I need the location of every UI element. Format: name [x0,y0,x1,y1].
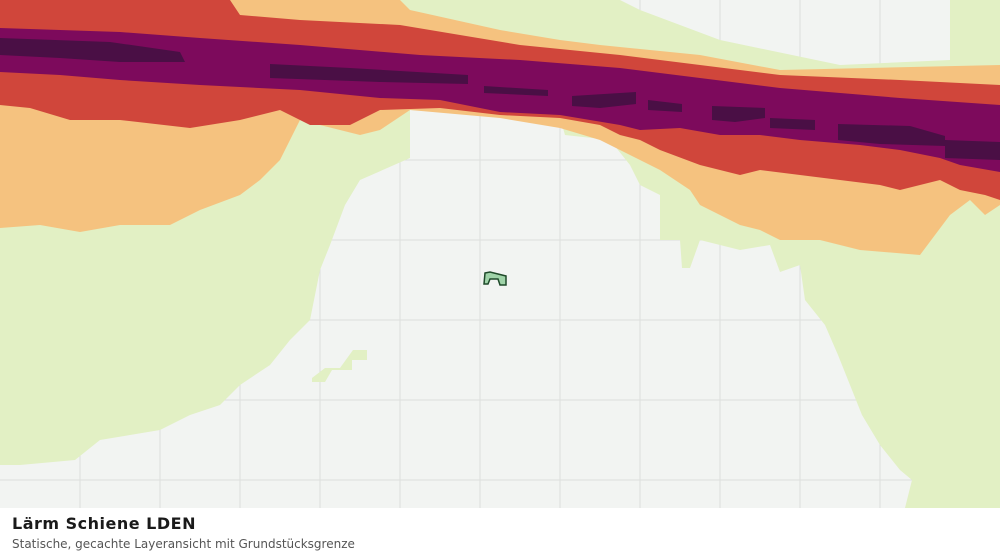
layer-title: Lärm Schiene LDEN [12,514,196,533]
noise-zone-very-high [0,28,1000,172]
map [0,0,1000,508]
noise-zone-extreme [0,38,1000,160]
noise-zone-low-patch [312,350,367,382]
caption: Lärm Schiene LDEN Statische, gecachte La… [0,508,1000,560]
parcel-boundary[interactable] [483,271,507,286]
layer-subtitle: Statische, gecachte Layeransicht mit Gru… [12,537,355,551]
